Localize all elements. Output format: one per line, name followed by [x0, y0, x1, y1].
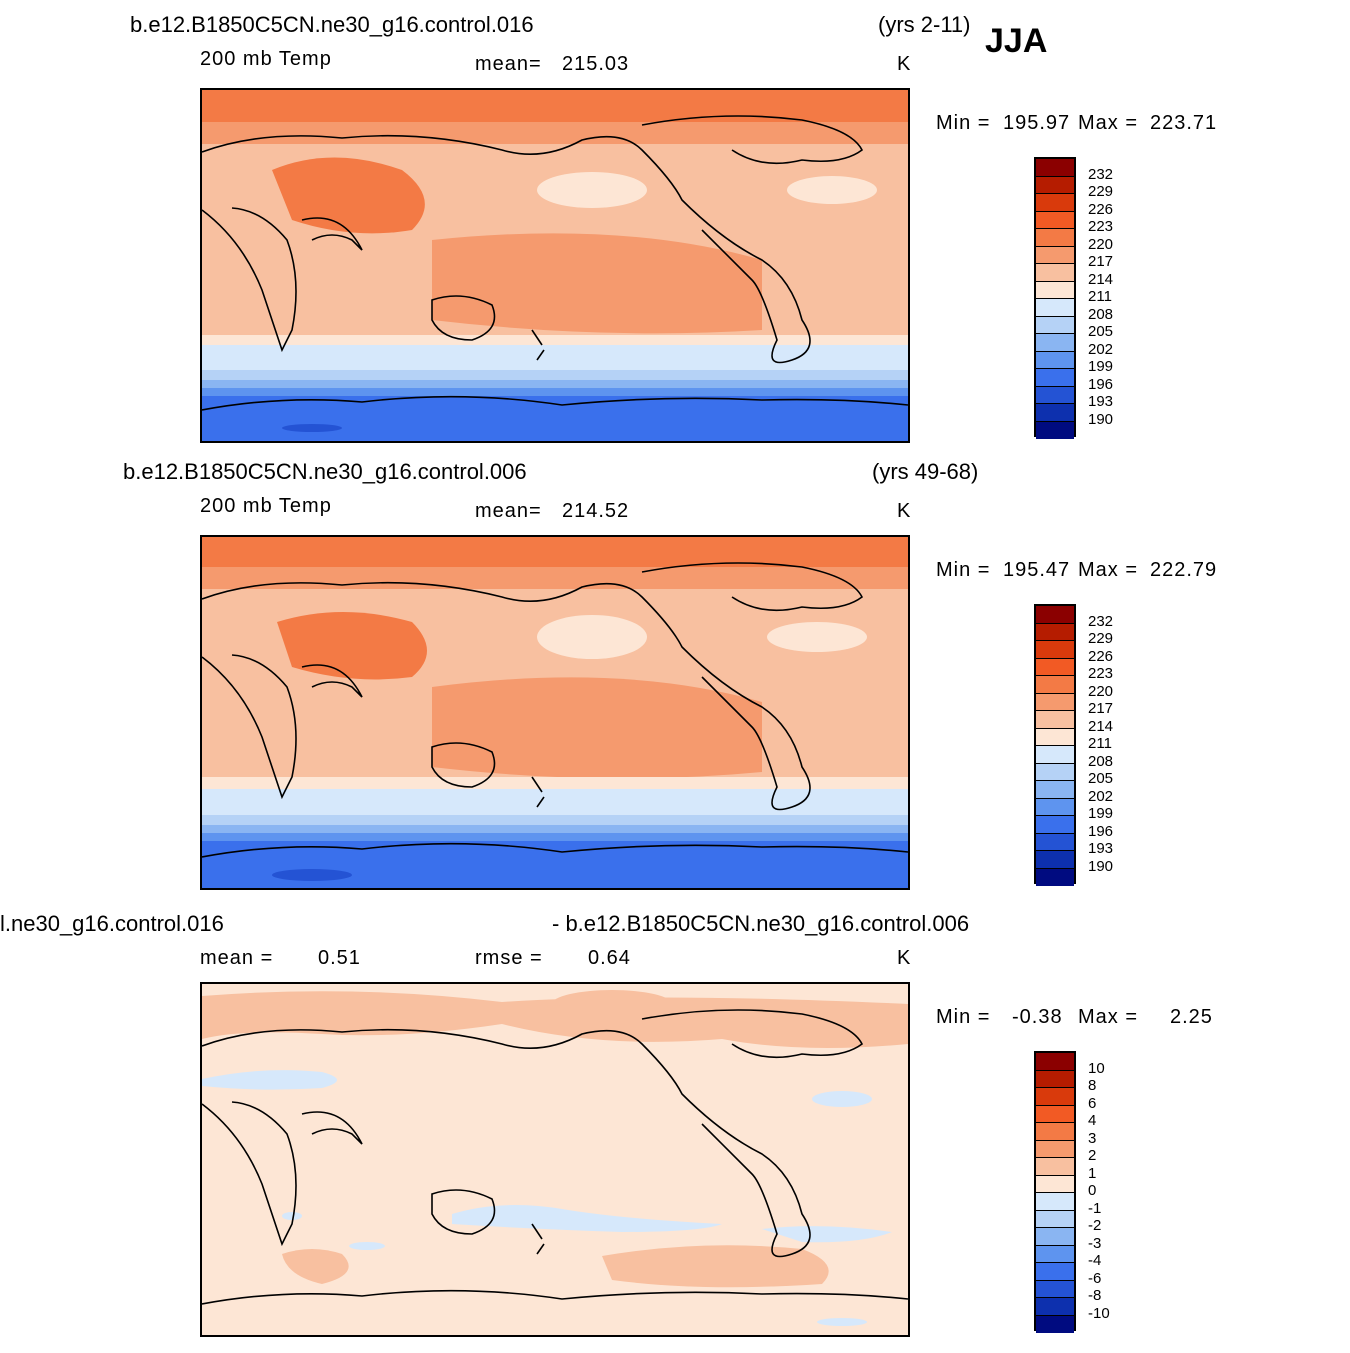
colorbar-tick: 190	[1088, 411, 1114, 428]
colorbar-tick: 220	[1088, 236, 1114, 253]
colorbar-tick: 205	[1088, 323, 1114, 340]
panel-years: (yrs 2-11)	[878, 12, 971, 37]
panel-mean-value: 215.03	[562, 53, 630, 75]
panel-rmse-value: 0.64	[588, 947, 631, 969]
colorbar-tick: 208	[1088, 306, 1114, 323]
colorbar-tick: -1	[1088, 1200, 1102, 1217]
colorbar-tick: 193	[1088, 393, 1114, 410]
colorbar-tick: 211	[1088, 288, 1112, 305]
panel-units: K	[897, 53, 912, 75]
panel-case-left: l.ne30_g16.control.016	[0, 911, 224, 936]
temperature-map	[200, 88, 910, 443]
panel-mean-value: 0.51	[318, 947, 361, 969]
panel-mean-label: mean=	[475, 53, 542, 75]
panel-units: K	[897, 500, 912, 522]
panel-min-value: 195.47	[1003, 559, 1071, 581]
colorbar	[1034, 1051, 1076, 1333]
coastlines	[202, 115, 908, 411]
colorbar-tick: 229	[1088, 183, 1114, 200]
colorbar-tick: 4	[1088, 1112, 1097, 1129]
colorbar-tick: 202	[1088, 341, 1114, 358]
pacific-warm-region	[432, 233, 762, 334]
band-199	[202, 388, 908, 396]
difference-map	[200, 982, 910, 1337]
colorbar-tick: -6	[1088, 1270, 1102, 1287]
colorbar-tick: 214	[1088, 718, 1114, 735]
panel-variable: 200 mb Temp	[200, 495, 332, 517]
panel-case-right: - b.e12.B1850C5CN.ne30_g16.control.006	[552, 911, 970, 936]
panel-rmse-label: rmse =	[475, 947, 543, 969]
colorbar-tick: 223	[1088, 218, 1114, 235]
band-arctic	[202, 90, 908, 122]
north-pacific-cool	[537, 172, 647, 208]
colorbar-tick: 193	[1088, 840, 1114, 857]
colorbar-tick: 3	[1088, 1130, 1097, 1147]
band-208	[202, 345, 908, 370]
band-202	[202, 380, 908, 388]
panel-min-label: Min =	[936, 559, 991, 581]
band-antarctic	[202, 396, 908, 441]
colorbar-tick: 211	[1088, 735, 1112, 752]
colorbar-tick: -2	[1088, 1217, 1102, 1234]
colorbar-tick: 226	[1088, 648, 1114, 665]
panel-units: K	[897, 947, 912, 969]
panel-max-value: 223.71	[1150, 112, 1218, 134]
panel-max-value: 2.25	[1170, 1006, 1213, 1028]
colorbar-tick: 10	[1088, 1060, 1105, 1077]
colorbar-tick: 6	[1088, 1095, 1097, 1112]
colorbar-tick: 202	[1088, 788, 1114, 805]
panel-case-title: b.e12.B1850C5CN.ne30_g16.control.006	[123, 459, 527, 484]
colorbar-tick: 214	[1088, 271, 1114, 288]
panel-min-value: 195.97	[1003, 112, 1071, 134]
panel-case-title: b.e12.B1850C5CN.ne30_g16.control.016	[130, 12, 534, 37]
panel-max-label: Max =	[1078, 112, 1139, 134]
colorbar-tick: 208	[1088, 753, 1114, 770]
colorbar-tick: 226	[1088, 201, 1114, 218]
tibet-warm-region	[272, 157, 425, 234]
colorbar-tick: 8	[1088, 1077, 1097, 1094]
panel-max-label: Max =	[1078, 1006, 1139, 1028]
antarctic-cold	[282, 424, 342, 432]
colorbar	[1034, 604, 1076, 886]
colorbar-tick: -8	[1088, 1287, 1102, 1304]
band-211	[202, 335, 908, 345]
colorbar-tick: -10	[1088, 1305, 1110, 1322]
colorbar-tick: 217	[1088, 700, 1114, 717]
panel-min-label: Min =	[936, 1006, 991, 1028]
colorbar-tick: -4	[1088, 1252, 1102, 1269]
colorbar-tick: 229	[1088, 630, 1114, 647]
season-label: JJA	[985, 22, 1048, 60]
panel-min-value: -0.38	[1012, 1006, 1063, 1028]
colorbar-tick: 190	[1088, 858, 1114, 875]
band-high-lat	[202, 122, 908, 144]
colorbar-tick: 2	[1088, 1147, 1097, 1164]
colorbar-tick: 199	[1088, 805, 1114, 822]
atlantic-cool	[787, 176, 877, 204]
panel-mean-value: 214.52	[562, 500, 630, 522]
panel-max-value: 222.79	[1150, 559, 1218, 581]
band-205	[202, 370, 908, 380]
panel-mean-label: mean =	[200, 947, 274, 969]
panel-mean-label: mean=	[475, 500, 542, 522]
panel-max-label: Max =	[1078, 559, 1139, 581]
colorbar-tick: 0	[1088, 1182, 1097, 1199]
colorbar	[1034, 157, 1076, 439]
colorbar-tick: 196	[1088, 823, 1114, 840]
colorbar-tick: 199	[1088, 358, 1114, 375]
colorbar-tick: 217	[1088, 253, 1114, 270]
colorbar-tick: 232	[1088, 613, 1114, 630]
colorbar-tick: -3	[1088, 1235, 1102, 1252]
colorbar-tick: 205	[1088, 770, 1114, 787]
colorbar-tick: 1	[1088, 1165, 1097, 1182]
colorbar-tick: 232	[1088, 166, 1114, 183]
temperature-map	[200, 535, 910, 890]
colorbar-tick: 196	[1088, 376, 1114, 393]
panel-years: (yrs 49-68)	[872, 459, 979, 484]
colorbar-tick: 223	[1088, 665, 1114, 682]
panel-variable: 200 mb Temp	[200, 48, 332, 70]
panel-min-label: Min =	[936, 112, 991, 134]
colorbar-tick: 220	[1088, 683, 1114, 700]
